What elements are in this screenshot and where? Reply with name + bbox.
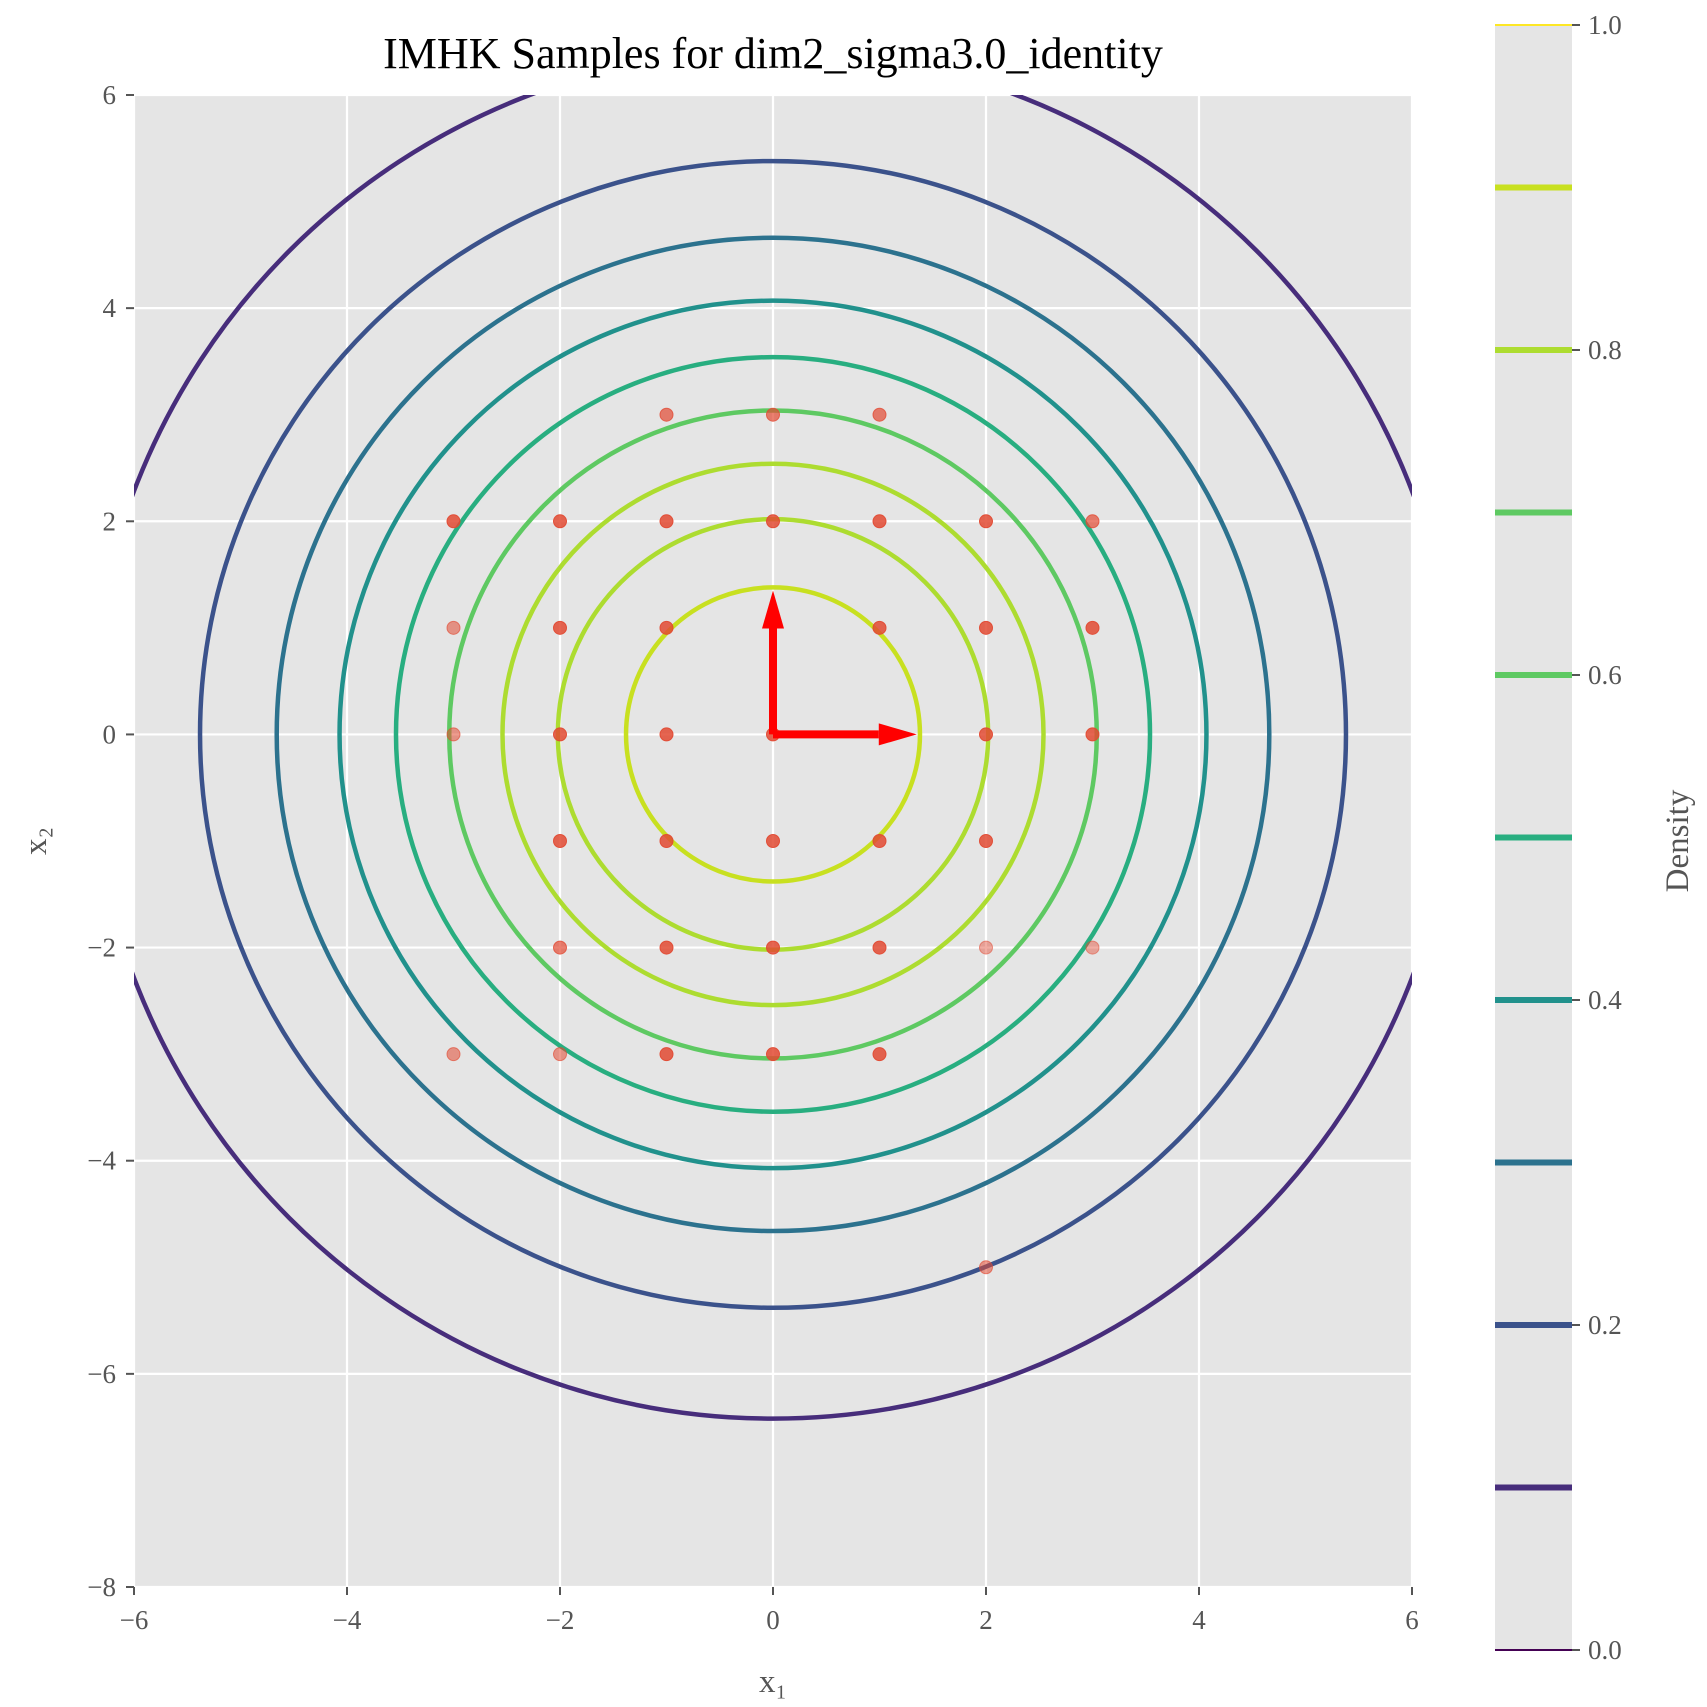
colorbar-tick-label: 0.6 xyxy=(1588,660,1622,690)
contour-level-0.5 xyxy=(393,354,1153,1114)
colorbar-tick-label: 0.4 xyxy=(1588,985,1622,1015)
sample-point xyxy=(872,514,887,529)
sample-point xyxy=(979,514,993,529)
x-tick-label: −4 xyxy=(333,1605,362,1635)
colorbar-label: Density xyxy=(1660,789,1696,892)
sample-point xyxy=(979,834,993,848)
colorbar-tick-label: 1.0 xyxy=(1588,10,1622,40)
sample-point xyxy=(1085,620,1100,635)
sample-point xyxy=(979,727,993,742)
basis-vector-b1-head xyxy=(878,723,917,746)
colorbar-tick-label: 0.8 xyxy=(1588,335,1622,365)
contour-level-0.1 xyxy=(134,95,1412,1421)
colorbar-tick-label: 0.2 xyxy=(1588,1310,1622,1340)
sample-point xyxy=(872,620,887,635)
x-axis: −6 −4 −2 0 2 4 6 xyxy=(120,1587,1419,1635)
sample-point xyxy=(659,940,674,955)
sample-point xyxy=(766,1047,780,1062)
x-tick-label: 4 xyxy=(1192,1605,1206,1635)
x-tick-label: 0 xyxy=(766,1605,780,1635)
sample-point xyxy=(872,940,887,955)
sample-point xyxy=(872,407,887,422)
chart-title: IMHK Samples for dim2_sigma3.0_identity xyxy=(383,29,1163,78)
y-axis-label: x₂ xyxy=(18,827,54,855)
sample-point xyxy=(553,727,567,742)
sample-points xyxy=(446,407,1100,1275)
sample-point xyxy=(766,940,780,955)
sample-point xyxy=(553,620,567,635)
sample-point xyxy=(979,1260,993,1275)
sample-point xyxy=(766,514,780,529)
y-tick-label: 4 xyxy=(103,293,117,323)
colorbar-levels xyxy=(1495,24,1572,1651)
y-tick-label: 0 xyxy=(103,719,117,749)
sample-point xyxy=(446,727,461,742)
sample-point xyxy=(659,514,674,529)
contour-level-0.4 xyxy=(337,298,1209,1171)
y-tick-label: −2 xyxy=(87,933,116,963)
sample-point xyxy=(1085,940,1100,955)
y-tick-label: 2 xyxy=(103,506,117,536)
colorbar: 0.0 0.2 0.4 0.6 0.8 1.0 Density xyxy=(1495,10,1696,1665)
colorbar-tick-label: 0.0 xyxy=(1588,1635,1622,1665)
sample-point xyxy=(979,620,993,635)
sample-point xyxy=(659,834,674,848)
y-axis: −8 −6 −4 −2 0 2 4 6 xyxy=(87,80,134,1602)
sample-point xyxy=(446,1047,461,1062)
x-axis-label: x₁ xyxy=(759,1664,787,1700)
sample-point xyxy=(979,940,993,955)
sample-point xyxy=(1085,514,1100,529)
y-tick-label: −8 xyxy=(87,1572,116,1602)
contour-level-0.2 xyxy=(197,158,1349,1311)
sample-point xyxy=(872,1047,887,1062)
sample-point xyxy=(659,620,674,635)
contour-level-0.3 xyxy=(274,235,1272,1234)
sample-point xyxy=(872,834,887,848)
sample-point xyxy=(659,407,674,422)
sample-point xyxy=(553,834,567,848)
y-tick-label: 6 xyxy=(103,80,117,110)
basis-vector-b2-head xyxy=(762,590,784,629)
sample-point xyxy=(553,1047,567,1062)
sample-point xyxy=(766,834,780,848)
x-tick-label: 6 xyxy=(1405,1605,1419,1635)
sample-point xyxy=(1085,727,1100,742)
contour-level-0.9 xyxy=(623,585,923,884)
x-tick-label: −6 xyxy=(120,1605,149,1635)
sample-point xyxy=(766,407,780,422)
sample-point xyxy=(446,514,461,529)
sample-point xyxy=(553,940,567,955)
y-tick-label: −4 xyxy=(87,1146,116,1176)
basis-vectors xyxy=(762,590,917,746)
x-tick-label: 2 xyxy=(979,1605,993,1635)
contour-level-0.7 xyxy=(500,461,1046,1008)
sample-point xyxy=(659,1047,674,1062)
sample-point xyxy=(553,514,567,529)
colorbar-ticks: 0.0 0.2 0.4 0.6 0.8 1.0 xyxy=(1572,10,1622,1665)
sample-point xyxy=(659,727,674,742)
sample-point xyxy=(446,620,461,635)
x-tick-label: −2 xyxy=(546,1605,575,1635)
y-tick-label: −6 xyxy=(87,1359,116,1389)
